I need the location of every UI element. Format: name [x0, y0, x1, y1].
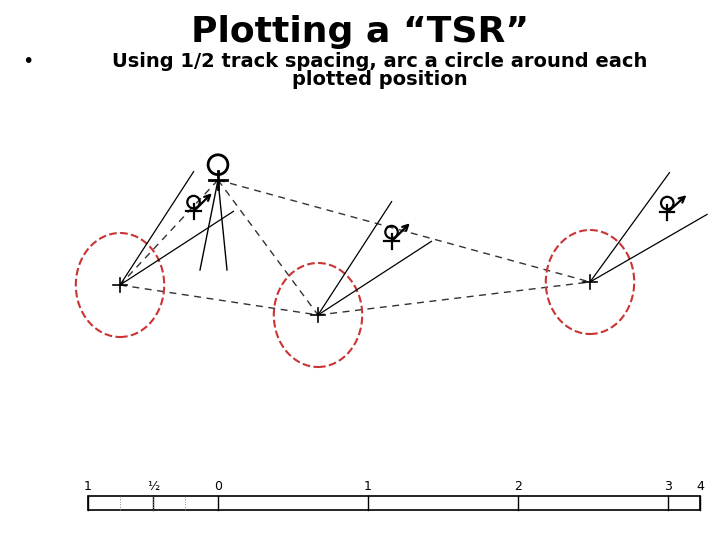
Bar — [88, 496, 700, 510]
Text: plotted position: plotted position — [292, 70, 468, 89]
Text: Plotting a “TSR”: Plotting a “TSR” — [191, 15, 529, 49]
Text: Using 1/2 track spacing, arc a circle around each: Using 1/2 track spacing, arc a circle ar… — [112, 52, 648, 71]
Text: 4: 4 — [696, 480, 704, 493]
Text: 0: 0 — [214, 480, 222, 493]
Text: ½: ½ — [147, 480, 159, 493]
Text: 2: 2 — [514, 480, 522, 493]
Text: 1: 1 — [84, 480, 92, 493]
Text: •: • — [22, 52, 33, 71]
Text: 1: 1 — [364, 480, 372, 493]
Text: 3: 3 — [664, 480, 672, 493]
